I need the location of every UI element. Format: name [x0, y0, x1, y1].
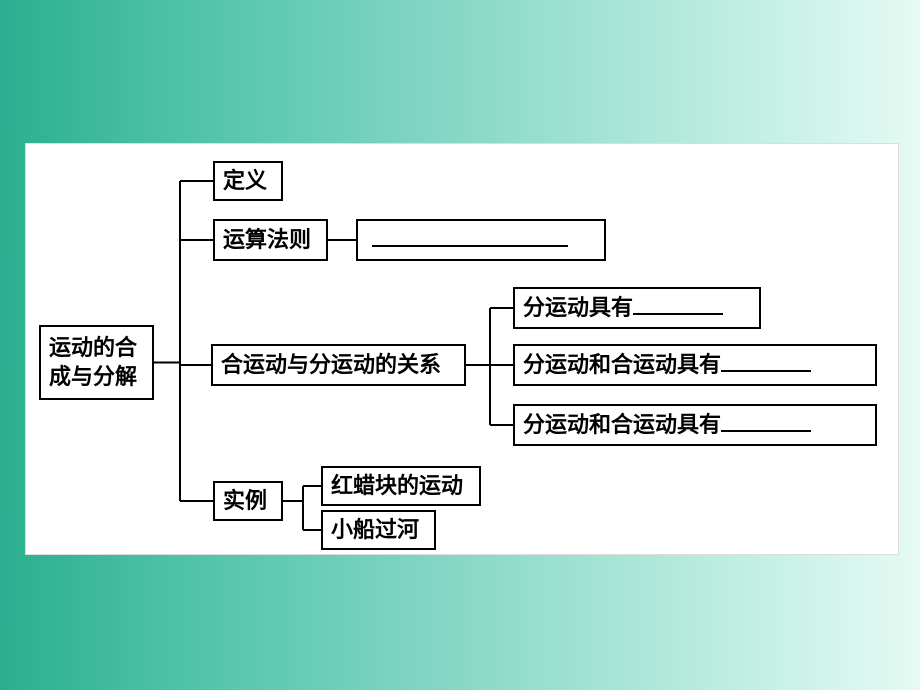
node-rule_blank [356, 219, 606, 261]
node-rule_blank-text [366, 226, 568, 255]
node-r1: 分运动具有 [513, 287, 761, 329]
node-ex1-text: 红蜡块的运动 [331, 472, 463, 501]
node-r3-blank [721, 411, 811, 432]
node-rule_blank-blank [372, 226, 568, 247]
node-rel-text: 合运动与分运动的关系 [221, 351, 441, 380]
node-ex1: 红蜡块的运动 [321, 466, 481, 506]
node-r1-text: 分运动具有 [523, 294, 723, 323]
node-r1-blank [633, 294, 723, 315]
node-rule: 运算法则 [213, 219, 328, 261]
node-ex: 实例 [213, 481, 283, 521]
node-r3: 分运动和合运动具有 [513, 404, 877, 446]
node-ex2: 小船过河 [321, 510, 436, 550]
node-rel: 合运动与分运动的关系 [211, 344, 466, 386]
node-root: 运动的合 成与分解 [39, 325, 154, 400]
node-r2-text: 分运动和合运动具有 [523, 351, 811, 380]
node-ex-text: 实例 [223, 487, 267, 516]
node-root-text: 运动的合 成与分解 [49, 334, 137, 391]
node-def: 定义 [213, 161, 283, 201]
node-r2-blank [721, 351, 811, 372]
node-rule-text: 运算法则 [223, 226, 311, 255]
node-def-text: 定义 [223, 167, 267, 196]
node-r3-text: 分运动和合运动具有 [523, 411, 811, 440]
node-ex2-text: 小船过河 [331, 516, 419, 545]
node-r2: 分运动和合运动具有 [513, 344, 877, 386]
